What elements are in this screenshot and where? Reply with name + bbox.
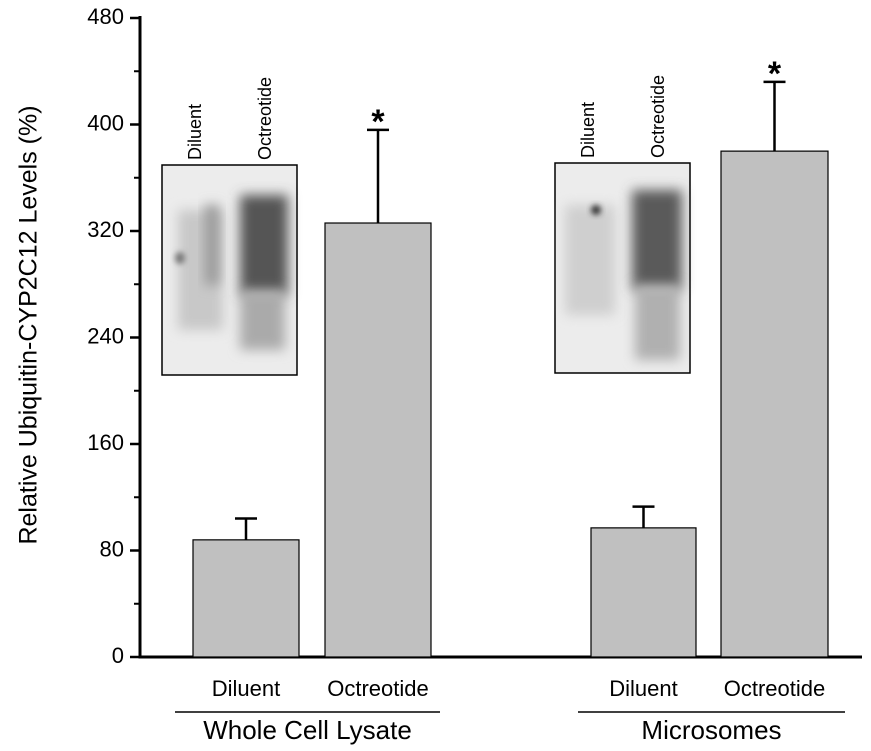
bar (591, 528, 696, 657)
inset-label: Diluent (185, 104, 205, 160)
x-tick-label: Octreotide (327, 676, 429, 701)
y-axis-title: Relative Ubiquitin-CYP2C12 Levels (%) (15, 105, 43, 544)
y-tick-label: 240 (87, 323, 124, 348)
y-tick-label: 160 (87, 430, 124, 455)
y-tick-label: 80 (100, 536, 124, 561)
significance-marker: * (768, 55, 782, 93)
group-label: Microsomes (641, 715, 781, 745)
group-label: Whole Cell Lysate (203, 715, 412, 745)
y-tick-label: 480 (87, 4, 124, 29)
inset-label: Octreotide (648, 75, 668, 158)
x-tick-label: Octreotide (724, 676, 826, 701)
inset-label: Diluent (578, 102, 598, 158)
x-tick-label: Diluent (212, 676, 280, 701)
blot-inset (555, 163, 690, 373)
inset-label: Octreotide (255, 77, 275, 160)
y-tick-label: 320 (87, 217, 124, 242)
bar (193, 540, 299, 657)
chart: Relative Ubiquitin-CYP2C12 Levels (%) 0 8… (0, 0, 871, 751)
y-tick-label: 0 (112, 643, 124, 668)
x-tick-label: Diluent (609, 676, 677, 701)
bar (325, 223, 431, 657)
blot-inset (162, 165, 297, 375)
bar (721, 151, 828, 657)
significance-marker: * (371, 103, 385, 141)
y-tick-label: 400 (87, 110, 124, 135)
